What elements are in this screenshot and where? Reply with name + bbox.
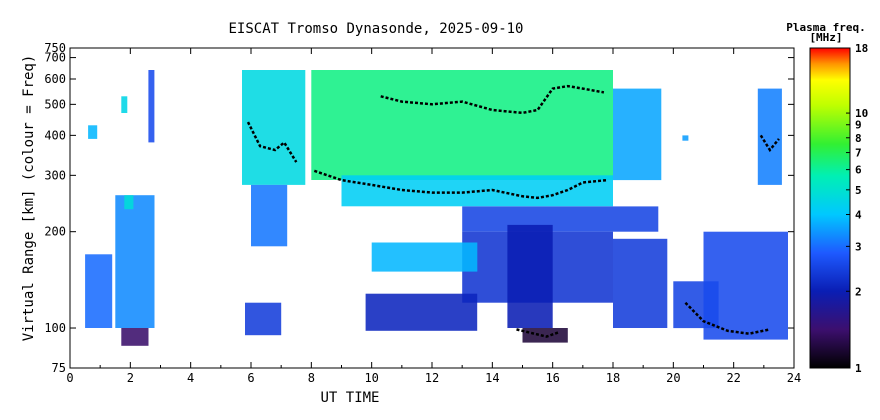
colorbar-tick-label: 9 — [855, 119, 862, 132]
data-region — [365, 293, 478, 331]
y-tick-label: 750 — [44, 41, 66, 55]
data-region — [703, 231, 788, 340]
chart-title: EISCAT Tromso Dynasonde, 2025-09-10 — [228, 21, 523, 37]
x-tick-label: 4 — [187, 371, 194, 385]
y-tick-label: 100 — [44, 321, 66, 335]
data-region — [115, 195, 155, 328]
y-tick-label: 700 — [44, 51, 66, 65]
x-axis-ticks: 0 2 4 6 8 10 12 14 16 18 20 22 24 — [66, 48, 801, 385]
data-region — [462, 206, 659, 232]
x-tick-label: 20 — [666, 371, 680, 385]
trace-line — [246, 121, 298, 163]
x-tick-label: 0 — [66, 371, 73, 385]
colorbar-tick-label: 3 — [855, 240, 862, 253]
trace-markers — [246, 84, 780, 338]
trace-line — [684, 301, 771, 335]
data-region — [311, 70, 613, 180]
y-axis-label: Virtual Range [km] (colour = Freq) — [21, 55, 37, 342]
x-tick-label: 8 — [308, 371, 315, 385]
colorbar-gradient — [809, 47, 851, 369]
data-region — [88, 125, 98, 139]
y-tick-label: 500 — [44, 97, 66, 111]
data-region — [613, 238, 668, 328]
x-axis-label: UT TIME — [320, 390, 379, 406]
colorbar-unit: [MHz] — [809, 31, 842, 44]
colorbar-tick-label: 5 — [855, 184, 862, 197]
colorbar-tick-label: 1 — [855, 362, 862, 375]
trace-line — [759, 134, 780, 153]
data-region — [371, 242, 478, 272]
data-region — [245, 302, 282, 336]
data-region — [507, 224, 553, 328]
colorbar-title: Plasma freq. — [786, 21, 865, 34]
colorbar-tick-label: 10 — [855, 107, 868, 120]
y-tick-label: 600 — [44, 72, 66, 86]
colorbar-tick-label: 7 — [855, 147, 862, 160]
data-region — [613, 88, 662, 181]
data-region — [251, 184, 288, 247]
trace-line — [516, 328, 560, 338]
y-tick-label: 200 — [44, 225, 66, 239]
data-region — [242, 70, 306, 185]
trace-line — [313, 169, 608, 200]
x-tick-label: 12 — [425, 371, 439, 385]
x-tick-label: 16 — [545, 371, 559, 385]
y-tick-label: 75 — [52, 361, 66, 375]
x-tick-label: 2 — [127, 371, 134, 385]
colorbar-tick-label: 18 — [855, 42, 868, 55]
x-tick-label: 14 — [485, 371, 499, 385]
data-region — [124, 195, 134, 210]
x-tick-label: 22 — [726, 371, 740, 385]
y-tick-label: 300 — [44, 168, 66, 182]
colorbar-tick-label: 2 — [855, 285, 862, 298]
data-region — [121, 96, 128, 113]
x-tick-label: 24 — [787, 371, 801, 385]
data-region — [148, 70, 155, 143]
data-region — [85, 254, 113, 328]
plot-area — [69, 47, 795, 369]
data-region — [682, 135, 689, 141]
x-tick-label: 6 — [247, 371, 254, 385]
colorbar-tick-label: 4 — [855, 209, 862, 222]
colorbar-tick-label: 8 — [855, 132, 862, 145]
data-regions — [85, 70, 788, 346]
x-tick-label: 10 — [364, 371, 378, 385]
trace-line — [380, 84, 605, 115]
data-region — [522, 328, 568, 343]
x-tick-label: 18 — [606, 371, 620, 385]
y-tick-label: 400 — [44, 128, 66, 142]
data-region — [121, 328, 149, 346]
colorbar-tick-label: 6 — [855, 164, 862, 177]
